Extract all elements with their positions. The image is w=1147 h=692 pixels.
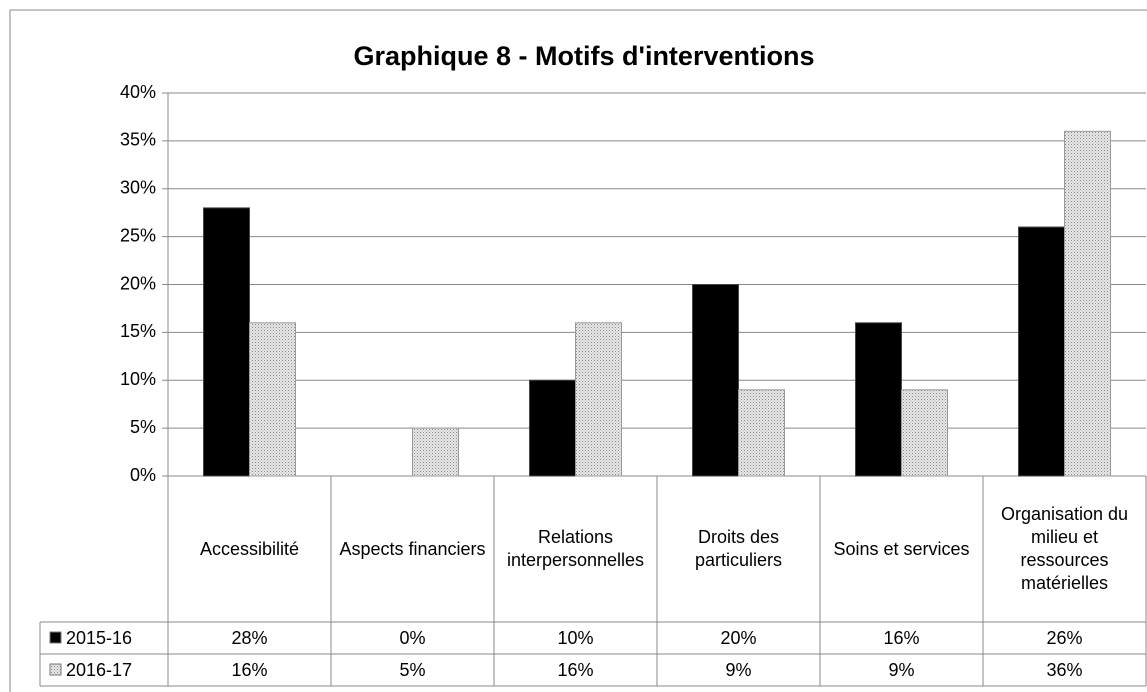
legend-label: 2015-16 xyxy=(66,628,132,648)
category-label: Accessibilité xyxy=(199,538,300,559)
data-table-value: 0% xyxy=(399,627,426,648)
legend-label: 2016-17 xyxy=(66,660,132,680)
bar xyxy=(412,427,459,477)
category-label: Droits des particuliers xyxy=(694,527,783,570)
bar xyxy=(738,389,785,477)
y-tick-label: 35% xyxy=(120,130,156,150)
data-table-value: 10% xyxy=(557,627,594,648)
legend-swatch xyxy=(49,663,62,676)
data-table-value: 26% xyxy=(1046,627,1083,648)
bar xyxy=(1018,226,1065,477)
bar xyxy=(249,322,296,477)
category-label: Organisation du milieu et ressources mat… xyxy=(1000,504,1129,593)
bar xyxy=(203,207,250,477)
category-label: Soins et services xyxy=(833,538,970,559)
y-tick-label: 10% xyxy=(120,369,156,389)
data-table-value: 9% xyxy=(888,659,915,680)
category-label: Relations interpersonnelles xyxy=(506,527,645,570)
data-table-value: 16% xyxy=(557,659,594,680)
y-tick-label: 20% xyxy=(120,273,156,293)
y-tick-label: 30% xyxy=(120,178,156,198)
category-label: Aspects financiers xyxy=(339,538,486,559)
bar xyxy=(529,379,576,477)
bar xyxy=(855,322,902,477)
data-table-value: 28% xyxy=(231,627,268,648)
y-tick-label: 5% xyxy=(130,417,156,437)
y-tick-label: 0% xyxy=(130,465,156,485)
data-table-value: 16% xyxy=(231,659,268,680)
chart-title: Graphique 8 - Motifs d'interventions xyxy=(354,41,815,71)
y-tick-label: 15% xyxy=(120,321,156,341)
y-tick-label: 40% xyxy=(120,82,156,102)
bar xyxy=(575,322,622,477)
bar xyxy=(1064,130,1111,477)
chart-frame xyxy=(9,9,1147,692)
legend-swatch xyxy=(49,631,62,644)
data-table-value: 5% xyxy=(399,659,426,680)
bar xyxy=(692,284,739,477)
data-table-value: 20% xyxy=(720,627,757,648)
data-table-value: 16% xyxy=(883,627,920,648)
data-table-value: 9% xyxy=(725,659,752,680)
bar xyxy=(901,389,948,477)
y-tick-label: 25% xyxy=(120,225,156,245)
data-table-value: 36% xyxy=(1046,659,1083,680)
